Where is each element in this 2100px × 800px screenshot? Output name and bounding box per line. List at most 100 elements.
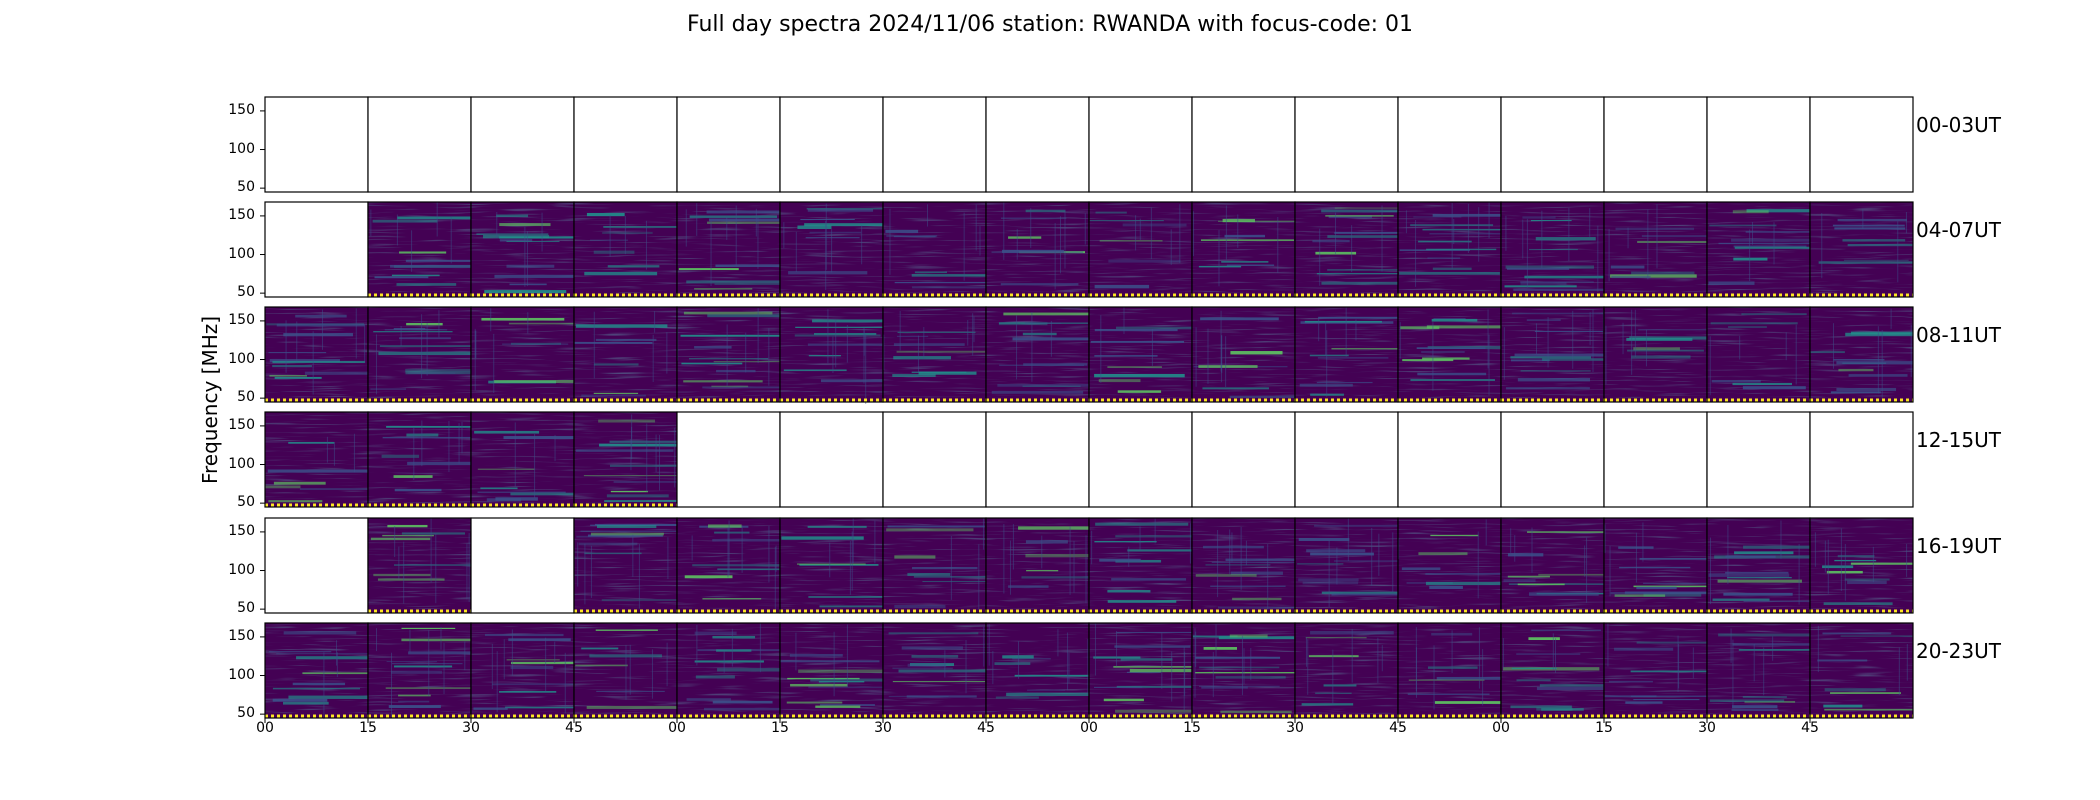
spectrum-band xyxy=(269,359,340,363)
spectrum-streak xyxy=(1179,204,1181,264)
spectrum-band xyxy=(712,700,773,704)
spectrum-streak xyxy=(965,640,967,694)
spectrum-band xyxy=(683,380,763,383)
spectrum-streak xyxy=(795,231,797,272)
spectrum-streak xyxy=(524,226,526,287)
spectrum-band xyxy=(1318,316,1398,319)
spectrum-band xyxy=(398,700,430,703)
spectrum-texture xyxy=(1501,307,1604,398)
spectrum-band xyxy=(898,669,986,673)
spectrum-band xyxy=(1401,567,1441,571)
y-tick-label: 50 xyxy=(237,179,255,196)
spectrum-streak xyxy=(321,309,323,350)
spectrum-panel xyxy=(1191,517,1296,614)
spectrum-band xyxy=(1507,553,1544,557)
spectrum-band xyxy=(991,251,1084,254)
spectrum-streak xyxy=(1905,211,1907,234)
spectrum-band xyxy=(1732,705,1778,709)
spectrum-streak xyxy=(1207,328,1209,384)
spectrum-streak xyxy=(1100,315,1102,383)
spectrum-band xyxy=(805,236,860,239)
spectrum-streak xyxy=(1031,312,1033,382)
spectrum-streak xyxy=(1405,210,1407,234)
spectrum-panel xyxy=(1294,306,1399,403)
spectrum-band xyxy=(708,218,780,222)
spectrum-band xyxy=(1113,665,1192,668)
spectrum-band xyxy=(382,534,434,537)
spectrum-band xyxy=(1818,261,1913,264)
spectrum-panel xyxy=(1809,201,1914,298)
spectrum-band xyxy=(1834,559,1877,562)
spectrum-band xyxy=(1000,217,1067,219)
spectrum-texture xyxy=(1604,202,1707,293)
panel-background xyxy=(1089,97,1192,192)
spectrum-streak xyxy=(1634,309,1636,357)
spectrum-streak xyxy=(490,308,492,332)
spectrum-band xyxy=(477,491,566,493)
spectrum-band xyxy=(1608,680,1653,683)
spectrum-panel xyxy=(1191,201,1296,298)
y-tick-label: 100 xyxy=(228,140,255,157)
spectrum-band xyxy=(1639,557,1707,560)
spectrum-band xyxy=(1837,218,1907,222)
spectrum-band xyxy=(1430,534,1479,537)
spectrum-panel xyxy=(1191,622,1296,719)
spectrum-panel xyxy=(1809,517,1914,614)
spectrum-band xyxy=(1328,215,1373,219)
spectrum-band xyxy=(1333,560,1398,562)
spectrum-band xyxy=(1503,579,1536,583)
spectrum-band xyxy=(1731,708,1779,712)
spectrum-band xyxy=(1225,558,1295,562)
spectrum-streak xyxy=(1305,636,1307,667)
spectrum-panel xyxy=(676,96,781,193)
panel-background xyxy=(574,97,677,192)
spectrum-band xyxy=(495,497,538,501)
spectrum-texture xyxy=(368,518,471,609)
spectrum-band xyxy=(1094,284,1150,289)
spectrum-streak xyxy=(1897,221,1899,283)
spectrum-texture xyxy=(1501,202,1604,293)
spectrum-streak xyxy=(1326,330,1328,397)
spectrum-streak xyxy=(1336,547,1338,585)
spectrum-band xyxy=(1410,379,1495,381)
row-time-label: 16-19UT xyxy=(1916,534,2001,558)
spectrum-streak xyxy=(1877,326,1879,394)
spectrum-streak xyxy=(874,520,876,564)
spectrum-band xyxy=(388,705,441,708)
spectrum-band xyxy=(1002,249,1064,253)
y-tick-label: 150 xyxy=(228,627,255,644)
spectrum-band xyxy=(1399,249,1470,251)
spectrum-band xyxy=(689,215,778,218)
spectrum-band xyxy=(401,532,466,535)
spectrum-panel xyxy=(1809,411,1914,508)
spectrum-band xyxy=(1421,351,1465,353)
spectrum-streak xyxy=(411,230,413,272)
spectrum-panel xyxy=(676,517,781,614)
spectrum-band xyxy=(1000,283,1079,286)
spectrum-band xyxy=(893,343,965,346)
spectrum-band xyxy=(378,351,471,356)
spectrum-band xyxy=(1817,659,1868,662)
spectrum-streak xyxy=(1547,317,1549,368)
spectrum-band xyxy=(1745,231,1810,233)
spectrum-band xyxy=(678,268,739,271)
spectrum-streak xyxy=(979,226,981,256)
spectrum-streak xyxy=(1399,322,1401,359)
spectrum-band xyxy=(1850,562,1913,565)
spectrum-panel xyxy=(264,411,369,508)
spectrum-streak xyxy=(461,421,463,454)
spectrum-band xyxy=(1126,671,1161,673)
spectrum-band xyxy=(1731,238,1810,242)
spectrum-streak xyxy=(1773,222,1775,265)
spectrum-streak xyxy=(757,216,759,269)
spectrum-band xyxy=(302,672,368,675)
spectrum-band xyxy=(892,680,986,683)
spectrum-panel xyxy=(1397,306,1502,403)
spectrum-streak xyxy=(768,525,770,583)
spectrum-band xyxy=(1115,709,1192,713)
spectrum-streak xyxy=(326,436,328,463)
spectrum-texture xyxy=(986,623,1089,714)
spectrum-texture xyxy=(1398,518,1501,609)
spectrum-streak xyxy=(1225,205,1227,260)
spectrum-band xyxy=(1718,242,1810,245)
